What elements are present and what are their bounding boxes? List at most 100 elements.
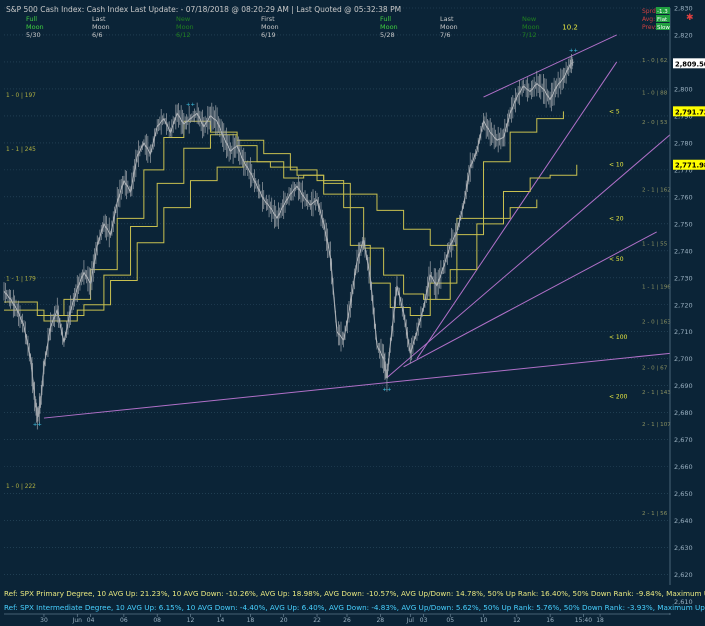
status-badge (656, 23, 670, 30)
y-tick-label: 2,800 (674, 85, 693, 93)
x-tick-label: 30 (40, 617, 48, 624)
ma-label: < 20 (609, 215, 624, 222)
moon-phase: Full (380, 15, 391, 23)
y-tick-label: 2,640 (674, 517, 693, 525)
x-tick-label: Jun (72, 617, 83, 624)
price-tag-bg (673, 106, 705, 117)
moon-date: 6/12 (176, 31, 191, 39)
x-tick-label: 20 (280, 617, 288, 624)
price-tag-label: 2,771.98 (675, 162, 705, 170)
x-tick-label: 06 (120, 617, 128, 624)
pivot-marker: ++ (382, 387, 392, 393)
y-tick-label: 2,660 (674, 463, 693, 471)
moon-name: Moon (26, 23, 44, 31)
x-tick-label: Jul (406, 617, 415, 624)
chart-labels: ++ ++ ++ ++ 10.2 1 - 0 | 197 1 - 1 | 245 1 - 1 … (6, 24, 671, 518)
chart-header: FullMoon5/30LastMoon6/6NewMoon6/12FirstM… (26, 7, 694, 39)
x-tick-label: 03 (420, 617, 428, 624)
status-badge (656, 15, 670, 22)
settings-icon: ✱ (686, 13, 694, 23)
right-ratio-label: 1 - 0 | 88 (642, 90, 668, 96)
left-ratio-label: 1 - 0 | 197 (6, 93, 36, 99)
moon-name: Moon (176, 23, 194, 31)
trendline-4 (403, 231, 657, 368)
right-ratio-label: 2 - 0 | 67 (642, 366, 668, 372)
x-tick-label: 26 (343, 617, 351, 624)
price-series (3, 54, 574, 430)
trendline-2 (416, 61, 618, 359)
x-tick-label: 18 (247, 617, 255, 624)
pivot-marker: ++ (33, 422, 43, 428)
x-tick-label: 12 (513, 617, 521, 624)
status-value: -1.3 (657, 9, 668, 15)
moon-phase: First (261, 15, 275, 23)
moving-average-1 (4, 111, 564, 317)
status-label: Prev: (642, 24, 657, 31)
price-tag-label: 2,791.73 (675, 108, 705, 116)
trendline-1 (386, 134, 671, 378)
y-tick-label: 2,740 (674, 247, 693, 255)
moving-average-2 (4, 134, 578, 322)
ma-label: < 200 (609, 393, 628, 400)
x-tick-label: 10 (480, 617, 488, 624)
right-ratio-label: 2 - 1 | 56 (642, 511, 668, 517)
y-tick-label: 2,650 (674, 490, 693, 498)
trendline-3 (483, 34, 617, 98)
moon-date: 6/19 (261, 31, 276, 39)
y-tick-label: 2,700 (674, 355, 693, 363)
price-tag-label: 2,809.50 (675, 60, 705, 68)
y-tick-label: 2,750 (674, 220, 693, 228)
x-tick-label: 12 (187, 617, 195, 624)
right-ratio-label: 2 - 0 | 163 (642, 320, 671, 326)
right-ratio-label: 1 - 1 | 196 (642, 285, 671, 291)
y-tick-label: 2,680 (674, 409, 693, 417)
moon-phase: Full (26, 15, 37, 23)
y-tick-label: 2,780 (674, 139, 693, 147)
x-tick-label: 22 (313, 617, 321, 624)
x-tick-label: 05 (446, 617, 454, 624)
y-tick-label: 2,620 (674, 571, 693, 579)
chart-title: S&P 500 Cash Index: Cash Index Last Upda… (6, 5, 401, 14)
x-tick-label: 28 (376, 617, 384, 624)
trendlines (43, 34, 671, 419)
price-tag-bg (673, 159, 705, 170)
left-ratio-label: 1 - 1 | 179 (6, 276, 36, 282)
left-ratio-label: 1 - 0 | 222 (6, 484, 36, 490)
y-tick-label: 2,760 (674, 193, 693, 201)
footer-primary-degree: Ref: SPX Primary Degree, 10 AVG Up: 21.2… (4, 589, 705, 598)
moon-name: Moon (440, 23, 458, 31)
y-tick-label: 2,820 (674, 31, 693, 39)
y-axis: 2,610 2,620 2,630 2,640 2,650 2,660 2,670 2,680… (669, 5, 705, 615)
trendline-0 (43, 352, 671, 419)
moon-date: 5/28 (380, 31, 395, 39)
status-badge (656, 7, 670, 14)
moon-phase: New (176, 15, 191, 23)
right-ratio-label: 2 - 1 | 143 (642, 390, 671, 396)
status-label: Avg: (642, 16, 655, 23)
moon-phase: Last (92, 15, 106, 23)
x-tick-label: 14 (217, 617, 225, 624)
right-ratio-label: 1 - 1 | 55 (642, 241, 668, 247)
y-tick-label: 2,610 (674, 598, 693, 606)
price-tag-bg (673, 58, 705, 69)
x-tick-label: 08 (153, 617, 161, 624)
ma-label: < 50 (609, 256, 624, 263)
y-tick-label: 2,690 (674, 382, 693, 390)
y-tick-label: 2,670 (674, 436, 693, 444)
moon-name: Moon (380, 23, 398, 31)
ma-label: < 5 (609, 108, 620, 115)
right-ratio-label: 2 - 1 | 162 (642, 187, 671, 193)
pivot-marker: ++ (186, 102, 196, 108)
status-label: Sprd: (642, 8, 658, 15)
y-tick-label: 2,790 (674, 112, 693, 120)
chart-footer: Ref: SPX Primary Degree, 10 AVG Up: 21.2… (0, 585, 705, 613)
footer-intermediate-degree: Ref: SPX Intermediate Degree, 10 AVG Up:… (4, 603, 705, 612)
moon-date: 6/6 (92, 31, 102, 39)
moon-phase: Last (440, 15, 454, 23)
ma-label: < 10 (609, 162, 624, 169)
x-tick-label: 15:40 (575, 617, 592, 624)
status-value: Slow (657, 25, 670, 31)
x-axis: 30 Jun 04 06 08 12 14 18 20 22 26 28 Jul 03 05 10 12 16 15… (4, 613, 670, 624)
